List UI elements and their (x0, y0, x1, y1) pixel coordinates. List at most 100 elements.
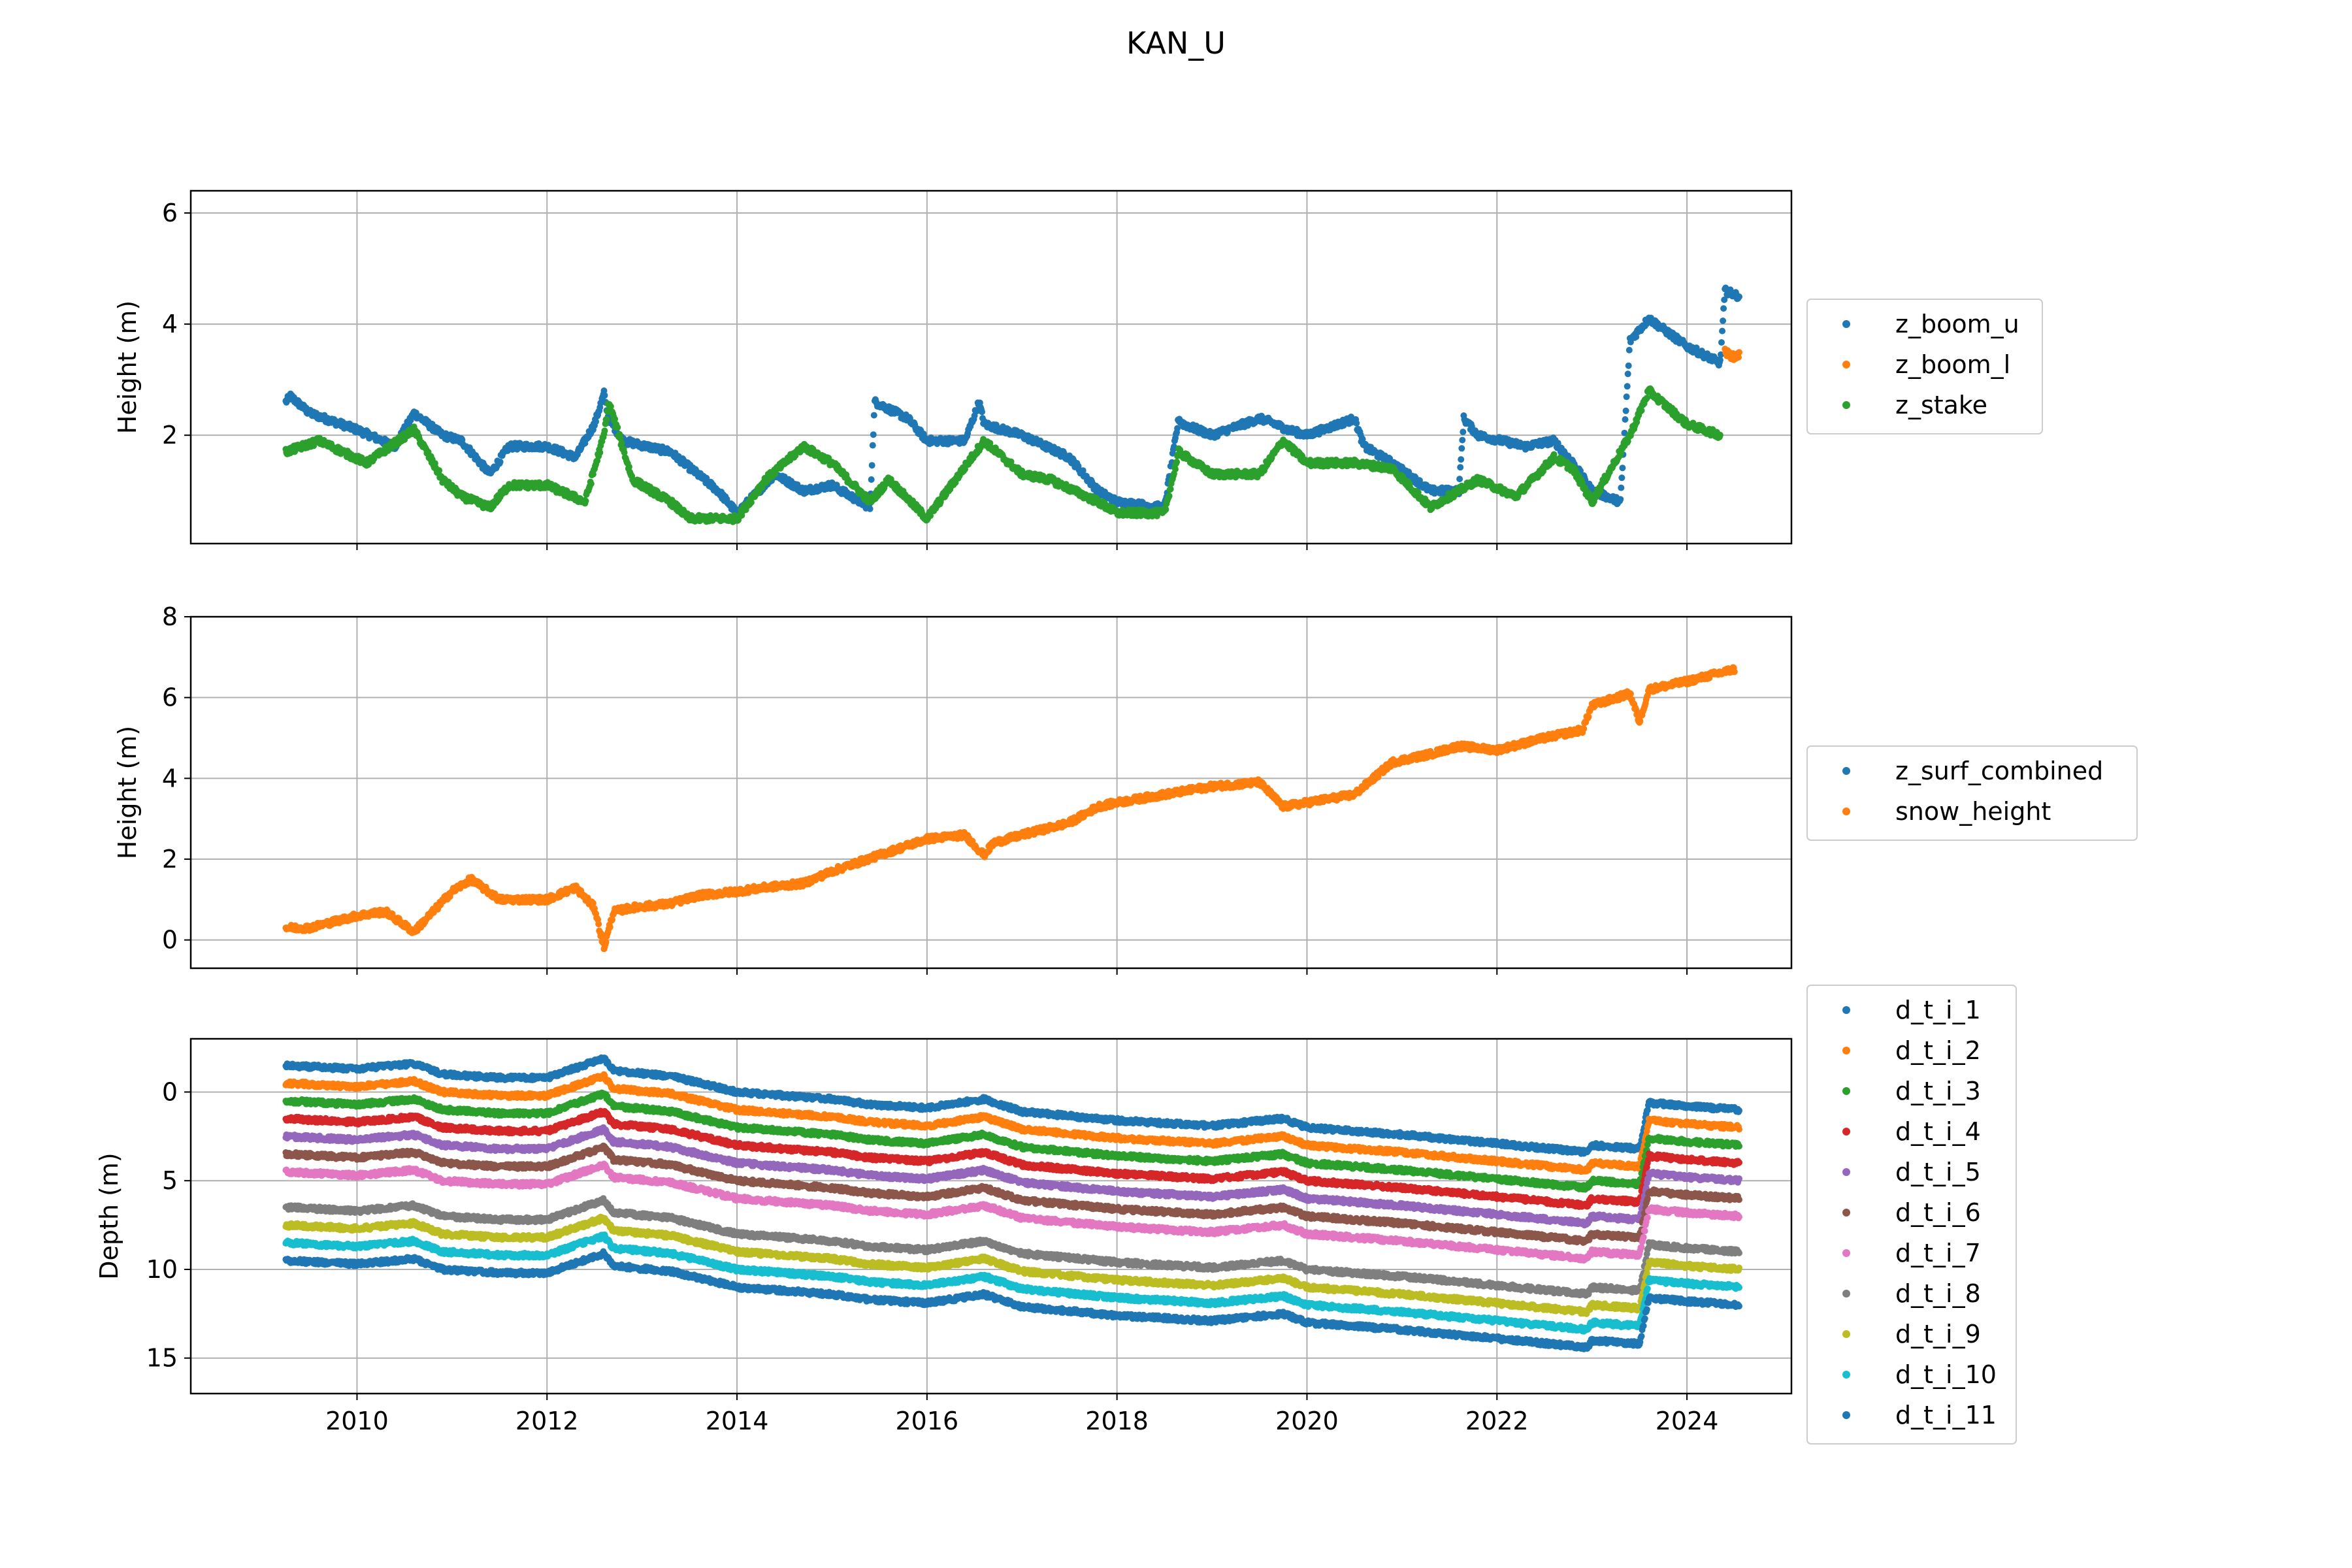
data-point (602, 939, 610, 946)
data-point (612, 416, 619, 423)
data-point (1736, 349, 1742, 356)
data-point (1625, 362, 1632, 369)
series-z_boom_u (282, 284, 1742, 517)
data-point (1716, 431, 1723, 438)
plots: 2 4 6 Height (m) z_boom_u z_boom_l z_stake 0 2 4 6… (95, 189, 2138, 1445)
y-tick-label: 4 (162, 764, 178, 792)
data-point (1459, 436, 1466, 444)
data-point (1618, 484, 1625, 491)
data-point (587, 480, 595, 487)
data-point (607, 403, 614, 410)
data-point (1622, 407, 1629, 414)
y-axis-label: Height (m) (113, 301, 142, 434)
data-points (282, 284, 1742, 525)
data-point (436, 467, 443, 474)
legend-marker (1842, 361, 1850, 368)
legend-label: z_boom_l (1895, 350, 2010, 379)
series-snow_height (282, 664, 1738, 953)
data-point (589, 900, 596, 907)
data-point (596, 449, 604, 456)
data-point (621, 449, 628, 456)
data-point (1720, 305, 1727, 312)
y-tick-label: 6 (162, 199, 178, 227)
subplot-1: 2 4 6 Height (m) z_boom_u z_boom_l z_stake (113, 189, 2043, 550)
data-point (870, 412, 877, 419)
data-point (618, 440, 625, 446)
data-point (869, 442, 876, 449)
data-point (868, 476, 875, 483)
data-point (606, 924, 613, 930)
data-point (601, 392, 608, 399)
data-point (1457, 464, 1464, 471)
data-point (1735, 354, 1742, 361)
legend-label: z_boom_u (1895, 310, 2019, 338)
y-tick-label: 4 (162, 310, 178, 338)
data-point (1079, 467, 1086, 474)
figure-title: KAN_U (1126, 25, 1226, 61)
data-point (1633, 333, 1640, 340)
data-point (1353, 419, 1360, 427)
legend-frame (1806, 299, 2043, 434)
data-point (497, 459, 504, 465)
data-point (1582, 485, 1589, 491)
data-point (1638, 407, 1645, 414)
legend: z_boom_u z_boom_l z_stake (1806, 299, 2043, 434)
data-point (1414, 489, 1422, 496)
data-point (979, 408, 985, 416)
data-point (1718, 339, 1725, 346)
data-point (866, 505, 874, 512)
y-tick-label: 2 (162, 845, 178, 874)
data-point (1162, 506, 1169, 513)
data-point (595, 921, 602, 928)
data-point (1721, 296, 1728, 303)
data-point (601, 427, 608, 434)
data-point (870, 431, 877, 438)
data-point (1624, 383, 1631, 390)
data-point (1617, 496, 1624, 503)
data-point (868, 462, 875, 469)
data-point (1623, 393, 1630, 400)
y-tick-label: 8 (162, 602, 178, 631)
y-axis-label: Height (m) (113, 726, 142, 859)
y-tick-label: 6 (162, 683, 178, 712)
data-point (1618, 474, 1625, 482)
data-point (1720, 318, 1727, 324)
data-points (282, 664, 1738, 953)
data-point (609, 916, 615, 923)
series-z_boom_l (1722, 346, 1742, 363)
data-point (1166, 493, 1173, 500)
data-point (1625, 346, 1633, 353)
data-point (747, 499, 755, 506)
axes-frame (189, 189, 1793, 545)
data-point (598, 930, 605, 938)
data-point (1619, 465, 1626, 472)
data-point (614, 424, 621, 431)
series-z_stake (282, 385, 1723, 525)
data-point (1736, 293, 1742, 301)
y-tick-label: 0 (162, 926, 178, 955)
y-tick-label: 2 (162, 421, 178, 449)
data-point (582, 497, 589, 504)
data-point (1716, 357, 1723, 364)
data-point (1458, 445, 1465, 452)
legend-label: z_stake (1895, 391, 1987, 419)
data-point (1174, 425, 1181, 432)
data-point (603, 416, 610, 423)
data-point (1167, 485, 1174, 493)
legend-marker (1842, 320, 1850, 328)
data-point (593, 418, 599, 425)
data-point (1719, 327, 1726, 335)
legend-marker (1842, 401, 1850, 409)
data-point (1622, 416, 1629, 423)
data-point (1643, 395, 1650, 402)
data-point (1460, 429, 1467, 436)
data-point (1172, 466, 1179, 473)
data-point (1458, 456, 1465, 463)
data-point (1550, 451, 1558, 458)
data-point (625, 463, 632, 470)
data-point (1624, 370, 1631, 378)
data-point (1173, 459, 1181, 466)
data-point (1456, 476, 1463, 483)
